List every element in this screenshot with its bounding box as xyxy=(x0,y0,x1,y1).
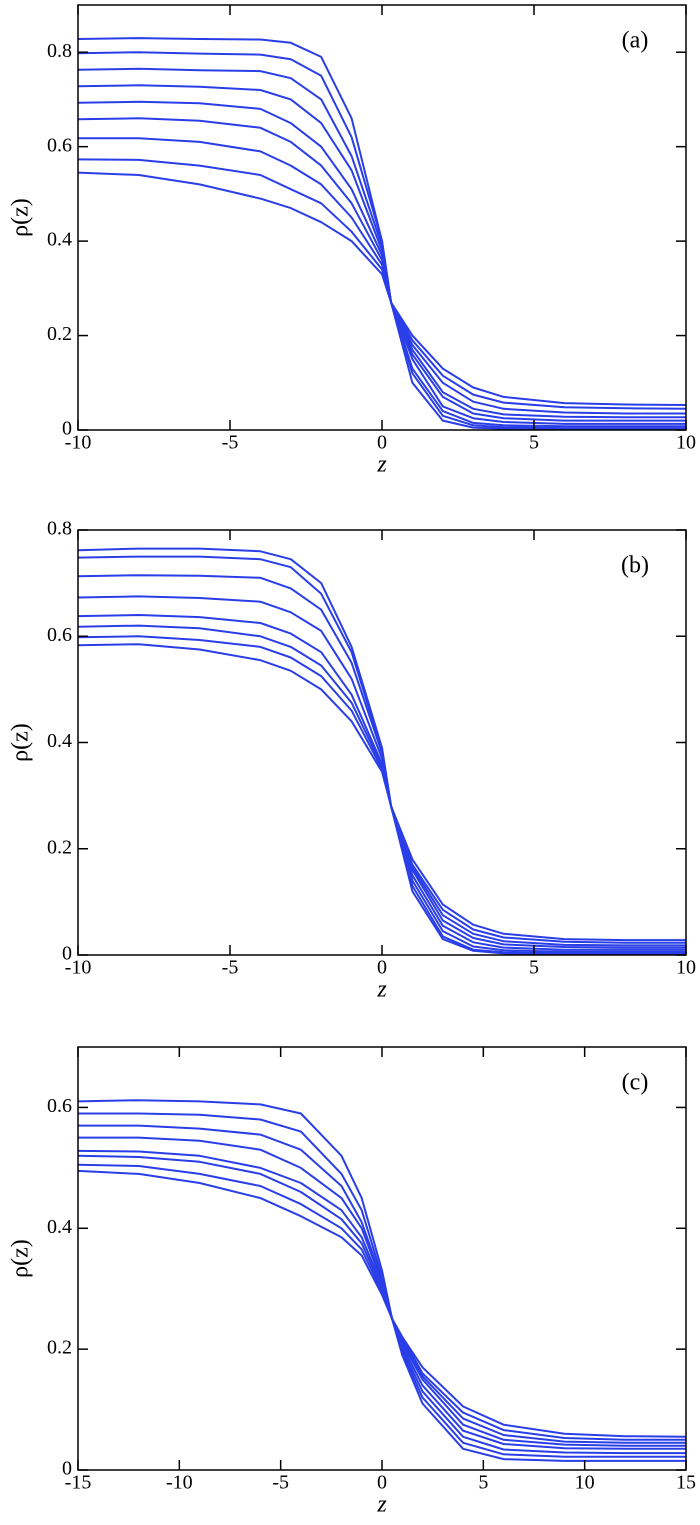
data-line xyxy=(77,158,687,410)
data-line xyxy=(77,67,686,428)
y-tick-label: 0 xyxy=(62,1458,72,1480)
y-tick-label: 0 xyxy=(62,943,72,965)
y-tick-label: 0.2 xyxy=(47,1337,72,1359)
x-tick-label: 0 xyxy=(377,432,387,454)
x-tick-label: 10 xyxy=(676,432,696,454)
x-tick-label: 10 xyxy=(575,1472,595,1494)
y-tick-label: 0.2 xyxy=(47,323,72,345)
y-tick-label: 0.6 xyxy=(47,624,72,646)
y-axis-label: ρ(z) xyxy=(8,723,34,762)
x-tick-label: -10 xyxy=(65,432,92,454)
data-line xyxy=(77,1154,686,1444)
y-tick-label: 0.6 xyxy=(47,134,72,156)
panel-label: (a) xyxy=(622,28,649,54)
data-line xyxy=(77,171,687,406)
y-tick-label: 0.2 xyxy=(47,836,72,858)
x-tick-label: -5 xyxy=(222,957,239,979)
x-tick-label: -5 xyxy=(272,1472,289,1494)
x-tick-label: 0 xyxy=(377,957,387,979)
data-line xyxy=(77,51,686,430)
x-tick-label: -15 xyxy=(65,1472,92,1494)
data-line xyxy=(77,635,686,944)
x-tick-label: 10 xyxy=(676,957,696,979)
data-line xyxy=(77,1169,687,1438)
data-line xyxy=(77,37,686,431)
y-tick-label: 0.8 xyxy=(47,518,72,540)
plot-frame xyxy=(77,1046,687,1471)
x-axis-label: z xyxy=(376,452,387,478)
y-tick-label: 0.8 xyxy=(47,40,72,62)
data-line xyxy=(77,1163,686,1441)
data-line xyxy=(77,643,686,942)
y-tick-label: 0.6 xyxy=(47,1095,72,1117)
x-tick-label: -5 xyxy=(222,432,239,454)
x-tick-label: 0 xyxy=(377,1472,387,1494)
plot-frame xyxy=(77,529,687,956)
panel-label: (b) xyxy=(621,553,649,579)
x-tick-label: 15 xyxy=(676,1472,696,1494)
x-axis-label: z xyxy=(376,977,387,1003)
x-axis-label: z xyxy=(376,1492,387,1518)
y-tick-label: 0.4 xyxy=(47,1216,72,1238)
x-tick-label: 5 xyxy=(478,1472,488,1494)
y-tick-label: 0.4 xyxy=(47,730,72,752)
y-tick-label: 0.4 xyxy=(47,229,72,251)
y-tick-label: 0 xyxy=(62,418,72,440)
y-axis-label: ρ(z) xyxy=(8,1239,34,1278)
x-tick-label: 5 xyxy=(529,432,539,454)
x-tick-label: -10 xyxy=(166,1472,193,1494)
y-axis-label: ρ(z) xyxy=(8,198,34,237)
data-line xyxy=(77,624,686,947)
x-tick-label: -10 xyxy=(65,957,92,979)
panel-label: (c) xyxy=(622,1070,649,1096)
x-tick-label: 5 xyxy=(529,957,539,979)
data-line xyxy=(77,1149,686,1447)
data-line xyxy=(77,614,686,949)
